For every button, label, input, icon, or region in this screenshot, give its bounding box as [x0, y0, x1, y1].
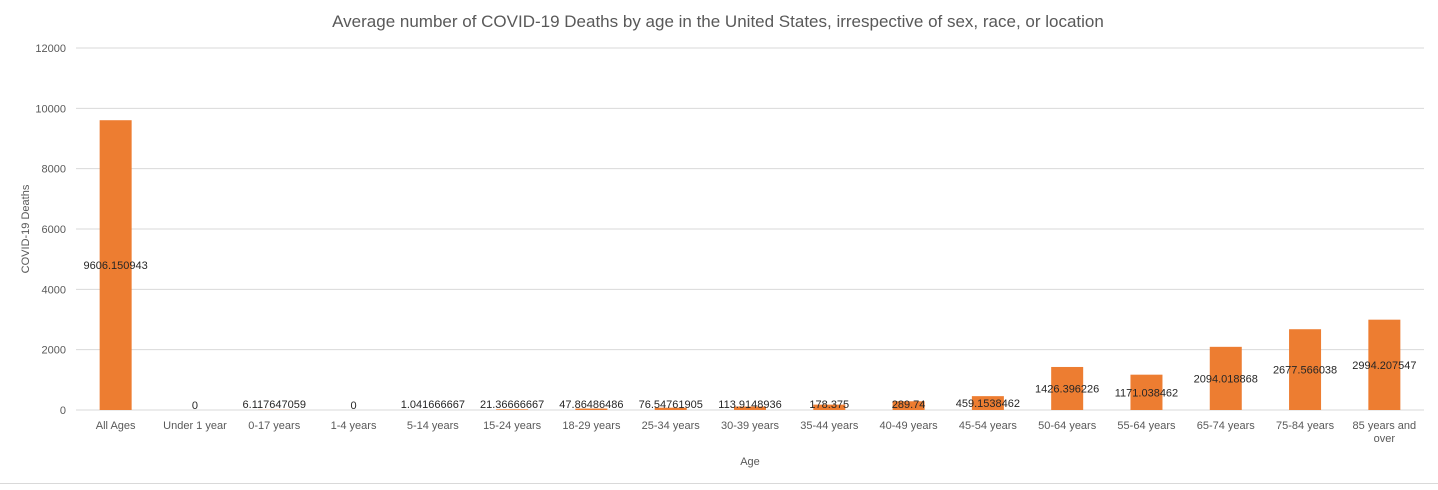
x-tick-label: 50-64 years [1038, 420, 1097, 432]
x-tick-label: 1-4 years [331, 420, 377, 432]
data-label: 76.54761905 [639, 399, 703, 411]
data-label: 1171.038462 [1115, 387, 1178, 399]
y-tick-label: 2000 [42, 345, 66, 357]
chart-title: Average number of COVID-19 Deaths by age… [332, 12, 1104, 31]
x-tick-label: 75-84 years [1276, 420, 1335, 432]
data-label: 0 [192, 400, 198, 412]
data-label: 1.041666667 [401, 399, 465, 411]
data-label: 113.9148936 [718, 399, 781, 411]
data-label: 1426.396226 [1035, 383, 1099, 395]
x-tick-label: Under 1 year [163, 420, 227, 432]
y-axis-title: COVID-19 Deaths [20, 184, 32, 273]
x-axis-ticks: All Ages Under 1 year 0-17 years 1-4 years 5… [96, 420, 1416, 445]
x-tick-label: 0-17 years [248, 420, 300, 432]
data-label: 289.74 [892, 399, 926, 411]
data-label: 21.36666667 [480, 399, 544, 411]
y-axis-ticks: 0 2000 4000 6000 8000 10000 12000 [35, 43, 66, 417]
y-tick-label: 0 [60, 405, 66, 417]
x-tick-label: 18-29 years [562, 420, 621, 432]
x-tick-label: 5-14 years [407, 420, 459, 432]
chart-bottom-border [0, 483, 1438, 484]
data-label: 2094.018868 [1194, 373, 1258, 385]
data-label: 47.86486486 [559, 399, 623, 411]
x-tick-label: 45-54 years [959, 420, 1018, 432]
x-tick-label: 30-39 years [721, 420, 780, 432]
x-tick-label: All Ages [96, 420, 136, 432]
x-axis-title: Age [740, 456, 760, 468]
data-label: 6.117647059 [243, 399, 306, 411]
y-tick-label: 6000 [42, 224, 66, 236]
y-tick-label: 4000 [42, 284, 66, 296]
data-label: 2994.207547 [1352, 360, 1416, 372]
x-tick-label: 25-34 years [642, 420, 701, 432]
x-tick-label: 40-49 years [880, 420, 939, 432]
x-tick-label: 55-64 years [1117, 420, 1176, 432]
data-label: 0 [350, 400, 356, 412]
y-tick-label: 12000 [35, 43, 66, 55]
x-tick-label: 15-24 years [483, 420, 542, 432]
data-label: 2677.566038 [1273, 365, 1337, 377]
x-tick-label: 35-44 years [800, 420, 859, 432]
data-label: 178.375 [809, 399, 849, 411]
data-label: 459.1538462 [956, 398, 1020, 410]
bars [100, 120, 1401, 410]
data-label: 9606.150943 [84, 260, 148, 272]
y-tick-label: 8000 [42, 164, 66, 176]
y-tick-label: 10000 [35, 103, 66, 115]
x-tick-label: 65-74 years [1197, 420, 1256, 432]
